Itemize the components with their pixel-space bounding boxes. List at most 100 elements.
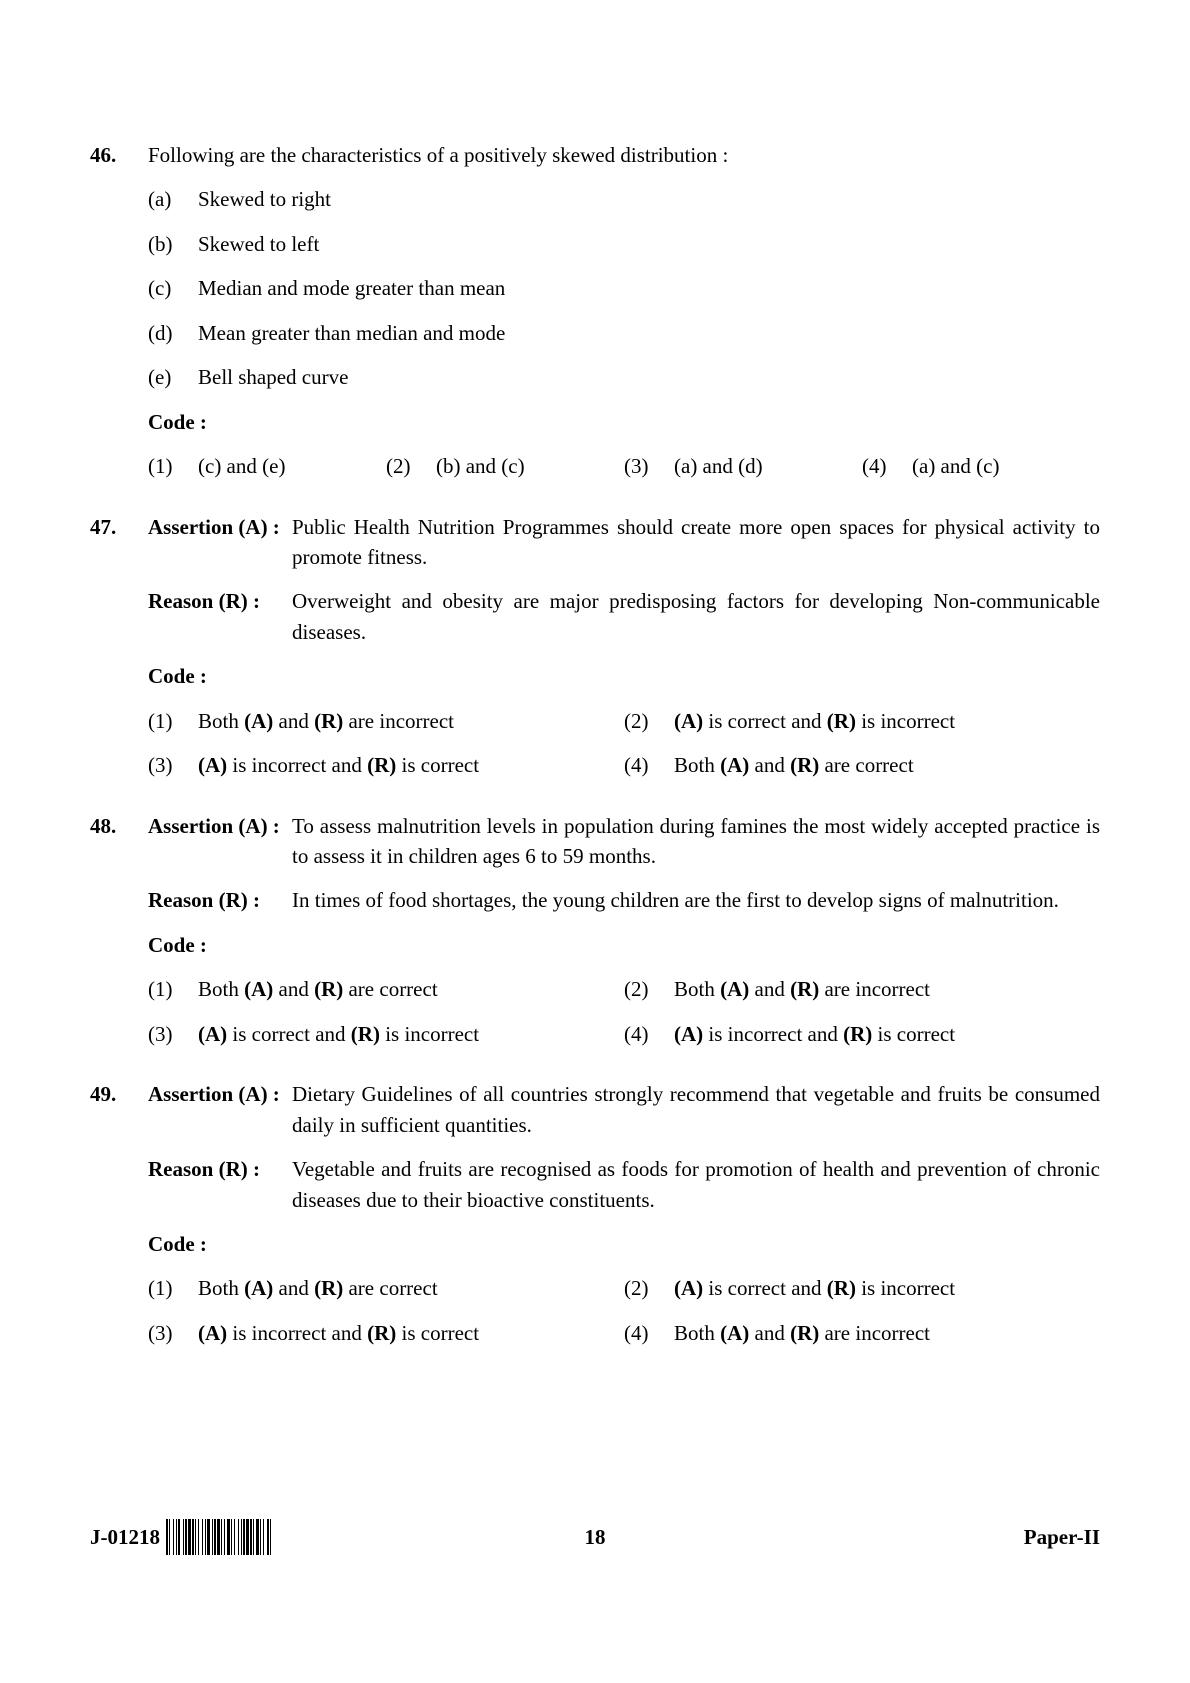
answer-option-number: (4) [624, 1019, 674, 1049]
question-prompt: Following are the characteristics of a p… [148, 140, 1100, 170]
answer-option-number: (1) [148, 1273, 198, 1303]
sub-option-list: (a)Skewed to right(b)Skewed to left(c)Me… [148, 184, 1100, 392]
answer-option[interactable]: (2)(b) and (c) [386, 451, 624, 481]
assertion-row: Assertion (A) :Public Health Nutrition P… [148, 512, 1100, 573]
answer-option-number: (4) [624, 750, 674, 780]
page-footer: J-01218 18 Paper-II [0, 1519, 1190, 1555]
barcode-icon [166, 1519, 271, 1555]
reason-row: Reason (R) :Overweight and obesity are m… [148, 586, 1100, 647]
footer-left: J-01218 [90, 1519, 271, 1555]
assertion-row: Assertion (A) :To assess malnutrition le… [148, 811, 1100, 872]
answer-option[interactable]: (1)(c) and (e) [148, 451, 386, 481]
question-body: Assertion (A) :Public Health Nutrition P… [148, 512, 1100, 781]
answer-option[interactable]: (1)Both (A) and (R) are correct [148, 1273, 624, 1303]
sub-option: (b)Skewed to left [148, 229, 1100, 259]
answer-option-text: Both (A) and (R) are incorrect [674, 974, 940, 1004]
question: 46.Following are the characteristics of … [90, 140, 1100, 482]
assertion-text: Dietary Guidelines of all countries stro… [292, 1079, 1100, 1140]
answer-option[interactable]: (4)Both (A) and (R) are incorrect [624, 1318, 1100, 1348]
sub-option-text: Median and mode greater than mean [198, 273, 1100, 303]
answer-option-text: Both (A) and (R) are correct [198, 1273, 448, 1303]
answer-option[interactable]: (4)(a) and (c) [862, 451, 1100, 481]
answer-option[interactable]: (2)Both (A) and (R) are incorrect [624, 974, 1100, 1004]
code-label: Code : [148, 930, 1100, 960]
sub-option-letter: (b) [148, 229, 198, 259]
reason-text: In times of food shortages, the young ch… [292, 885, 1100, 915]
reason-row: Reason (R) :Vegetable and fruits are rec… [148, 1154, 1100, 1215]
sub-option-letter: (d) [148, 318, 198, 348]
assertion-label: Assertion (A) : [148, 1079, 292, 1140]
answer-option-text: (A) is correct and (R) is incorrect [674, 706, 965, 736]
answer-option-number: (1) [148, 706, 198, 736]
answer-option-number: (4) [624, 1318, 674, 1348]
code-label: Code : [148, 1229, 1100, 1259]
answer-option-text: (b) and (c) [436, 451, 535, 481]
reason-text: Vegetable and fruits are recognised as f… [292, 1154, 1100, 1215]
answer-option-number: (3) [624, 451, 674, 481]
sub-option-letter: (e) [148, 362, 198, 392]
question-number: 49. [90, 1079, 148, 1348]
reason-label: Reason (R) : [148, 885, 292, 915]
answer-option-text: (a) and (c) [912, 451, 1009, 481]
code-label: Code : [148, 407, 1100, 437]
answer-option-text: (A) is incorrect and (R) is correct [198, 1318, 489, 1348]
answer-option-text: (A) is correct and (R) is incorrect [674, 1273, 965, 1303]
question: 48.Assertion (A) :To assess malnutrition… [90, 811, 1100, 1050]
sub-option-letter: (c) [148, 273, 198, 303]
answer-option[interactable]: (1)Both (A) and (R) are correct [148, 974, 624, 1004]
sub-option: (d)Mean greater than median and mode [148, 318, 1100, 348]
reason-text: Overweight and obesity are major predisp… [292, 586, 1100, 647]
answer-option-number: (2) [386, 451, 436, 481]
answer-option-number: (2) [624, 706, 674, 736]
question-body: Assertion (A) :Dietary Guidelines of all… [148, 1079, 1100, 1348]
answer-option[interactable]: (3)(A) is incorrect and (R) is correct [148, 1318, 624, 1348]
answer-option[interactable]: (3)(a) and (d) [624, 451, 862, 481]
sub-option: (e)Bell shaped curve [148, 362, 1100, 392]
answer-option[interactable]: (3)(A) is correct and (R) is incorrect [148, 1019, 624, 1049]
code-label: Code : [148, 661, 1100, 691]
question-number: 48. [90, 811, 148, 1050]
answer-option-text: Both (A) and (R) are correct [198, 974, 448, 1004]
answer-option-text: (A) is incorrect and (R) is correct [198, 750, 489, 780]
answer-option[interactable]: (4)Both (A) and (R) are correct [624, 750, 1100, 780]
question-number: 46. [90, 140, 148, 482]
answer-option-text: Both (A) and (R) are incorrect [674, 1318, 940, 1348]
sub-option-text: Skewed to right [198, 184, 1100, 214]
assertion-text: To assess malnutrition levels in populat… [292, 811, 1100, 872]
answer-option-number: (4) [862, 451, 912, 481]
answer-option-text: (A) is correct and (R) is incorrect [198, 1019, 489, 1049]
answer-options: (1)Both (A) and (R) are incorrect(2)(A) … [148, 706, 1100, 781]
answer-option[interactable]: (4)(A) is incorrect and (R) is correct [624, 1019, 1100, 1049]
assertion-label: Assertion (A) : [148, 811, 292, 872]
paper-code: J-01218 [90, 1522, 160, 1552]
sub-option: (a)Skewed to right [148, 184, 1100, 214]
question-body: Assertion (A) :To assess malnutrition le… [148, 811, 1100, 1050]
question-number: 47. [90, 512, 148, 781]
answer-option-text: (a) and (d) [674, 451, 773, 481]
sub-option-text: Bell shaped curve [198, 362, 1100, 392]
assertion-text: Public Health Nutrition Programmes shoul… [292, 512, 1100, 573]
answer-option-number: (2) [624, 974, 674, 1004]
answer-option[interactable]: (1)Both (A) and (R) are incorrect [148, 706, 624, 736]
answer-option-number: (2) [624, 1273, 674, 1303]
answer-option[interactable]: (2)(A) is correct and (R) is incorrect [624, 706, 1100, 736]
answer-option-number: (1) [148, 974, 198, 1004]
question-body: Following are the characteristics of a p… [148, 140, 1100, 482]
sub-option-text: Skewed to left [198, 229, 1100, 259]
sub-option-letter: (a) [148, 184, 198, 214]
answer-option-number: (3) [148, 750, 198, 780]
assertion-row: Assertion (A) :Dietary Guidelines of all… [148, 1079, 1100, 1140]
reason-label: Reason (R) : [148, 586, 292, 647]
answer-option-text: Both (A) and (R) are incorrect [198, 706, 464, 736]
question: 47.Assertion (A) :Public Health Nutritio… [90, 512, 1100, 781]
answer-option-text: (c) and (e) [198, 451, 295, 481]
answer-option-number: (3) [148, 1318, 198, 1348]
answer-option-text: (A) is incorrect and (R) is correct [674, 1019, 965, 1049]
answer-option[interactable]: (3)(A) is incorrect and (R) is correct [148, 750, 624, 780]
answer-option-number: (3) [148, 1019, 198, 1049]
answer-option[interactable]: (2)(A) is correct and (R) is incorrect [624, 1273, 1100, 1303]
sub-option-text: Mean greater than median and mode [198, 318, 1100, 348]
answer-option-text: Both (A) and (R) are correct [674, 750, 924, 780]
assertion-label: Assertion (A) : [148, 512, 292, 573]
reason-row: Reason (R) :In times of food shortages, … [148, 885, 1100, 915]
